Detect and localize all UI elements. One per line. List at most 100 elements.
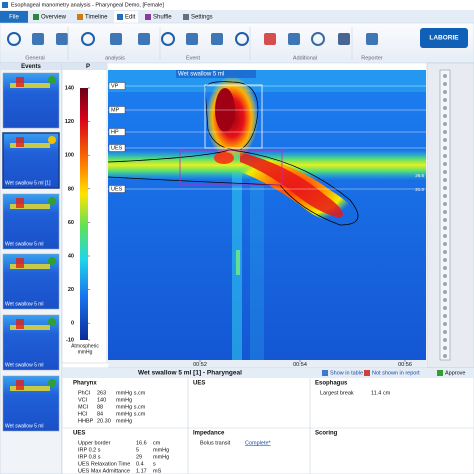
- ribbon-group-label: Additional: [293, 55, 317, 61]
- thumbnail-label: Wet swallow 5 ml [1]: [5, 180, 51, 186]
- metric-text: 11.4: [371, 390, 381, 396]
- tab-label[interactable]: Settings: [191, 15, 213, 21]
- plot-title-bg: [176, 70, 256, 78]
- metric-text: PhCI: [78, 390, 91, 396]
- sensor-dot: [443, 146, 447, 150]
- metric-text: mmHg: [153, 454, 169, 460]
- colorbar-label: 140: [65, 85, 74, 91]
- sensor-label: MP: [111, 107, 120, 113]
- colorbar-label: 100: [65, 153, 74, 159]
- sensor-tag[interactable]: [108, 82, 126, 90]
- metric-text: MCI: [78, 404, 89, 410]
- colorbar-unit: Atmospheric: [71, 343, 99, 349]
- metric-text: 88: [97, 404, 103, 410]
- event-thumbnail[interactable]: Wet swallow 5 ml: [2, 253, 60, 310]
- sensor-tag[interactable]: [108, 106, 126, 114]
- sensor-dot: [443, 314, 447, 318]
- window-title: Esophageal manometry analysis - Pharynge…: [11, 2, 164, 8]
- colorbar-label: 40: [68, 253, 74, 259]
- sensor-label: VP: [111, 83, 119, 89]
- link[interactable]: Complete*: [245, 440, 272, 446]
- ribbon-icon: [186, 33, 198, 45]
- colorbar: [80, 88, 88, 340]
- button-label[interactable]: Not shown in report: [372, 370, 420, 376]
- metric-text: mmHg: [116, 397, 132, 403]
- metric-text: IRP 0.2 s: [78, 447, 101, 453]
- sensor-tag[interactable]: [108, 144, 126, 152]
- metric-text: UES Max Admittance: [78, 468, 130, 474]
- sensor-dot: [443, 218, 447, 222]
- metric-text: Upper border: [78, 440, 111, 446]
- ribbon-icon: [366, 33, 378, 45]
- catheter: [439, 69, 451, 361]
- sensor-tag[interactable]: [108, 185, 126, 193]
- heat-streak: [236, 250, 240, 275]
- button-icon[interactable]: [364, 370, 370, 376]
- metric-text: mS: [153, 468, 162, 474]
- results-panel: [61, 367, 474, 474]
- ribbon-icon: [138, 33, 150, 45]
- depth-label: 26.6: [415, 173, 424, 178]
- section-title: UES: [193, 381, 205, 387]
- app-icon: [2, 2, 8, 8]
- metric-text: 263: [97, 390, 106, 396]
- tab-label[interactable]: Shuffle: [153, 15, 172, 21]
- colorbar-label: 20: [68, 287, 74, 293]
- metric-text: Largest break: [320, 390, 354, 396]
- tab[interactable]: [0, 11, 28, 23]
- time-label: 00:54: [293, 362, 307, 368]
- sensor-dot: [443, 322, 447, 326]
- tab-icon: [117, 14, 123, 20]
- metric-text: 20.30: [97, 418, 111, 424]
- tab-label[interactable]: Edit: [125, 15, 136, 21]
- sensor-label: UES: [111, 145, 123, 151]
- sensor-dot: [443, 130, 447, 134]
- thumbnail-label: Wet swallow 5 ml: [5, 423, 44, 429]
- heat-streak: [250, 180, 264, 361]
- thumbnail-heat: [10, 386, 50, 391]
- section-title: Impedance: [193, 431, 225, 437]
- sensor-dot: [443, 354, 447, 358]
- metric-text: cm: [383, 390, 391, 396]
- thumbnail-heat: [10, 83, 50, 88]
- thumbnail-heat: [10, 264, 50, 269]
- section-title: Scoring: [315, 431, 338, 437]
- event-thumbnail[interactable]: Wet swallow 5 ml: [2, 375, 60, 432]
- event-thumbnail[interactable]: Wet swallow 5 ml: [2, 193, 60, 250]
- time-axis: [108, 360, 426, 368]
- colorbar-label: 120: [65, 119, 74, 125]
- sensor-dot: [443, 122, 447, 126]
- event-thumbnail[interactable]: Wet swallow 5 ml [1]: [2, 132, 60, 189]
- button-label[interactable]: Show in table: [330, 370, 363, 376]
- ribbon-icon: [32, 33, 44, 45]
- sensor-dot: [443, 338, 447, 342]
- colorbar-header-bg: [62, 63, 107, 70]
- button-label[interactable]: Approve: [445, 370, 466, 376]
- tab-label[interactable]: Timeline: [85, 15, 108, 21]
- thumbnail-heat: [16, 258, 24, 268]
- event-thumbnail[interactable]: [2, 72, 60, 129]
- tab-label[interactable]: Overview: [41, 15, 67, 21]
- colorbar-label: -10: [66, 337, 74, 343]
- section-title: Esophagus: [315, 381, 348, 387]
- ribbon-icon: [7, 32, 21, 46]
- sensor-dot: [443, 98, 447, 102]
- sensor-tag[interactable]: [108, 128, 126, 136]
- metric-text: HHBP: [78, 418, 94, 424]
- metric-text: 84: [97, 411, 103, 417]
- sensor-dot: [443, 290, 447, 294]
- sensor-dot: [443, 282, 447, 286]
- button-icon[interactable]: [437, 370, 443, 376]
- sensor-dot: [443, 258, 447, 262]
- tab-label[interactable]: File: [9, 15, 19, 21]
- button-icon[interactable]: [322, 370, 328, 376]
- metric-text: 29: [136, 454, 142, 460]
- sensor-dot: [443, 90, 447, 94]
- colorbar-header: P: [86, 64, 90, 70]
- sensor-dot: [443, 170, 447, 174]
- status-badge: [48, 318, 56, 326]
- event-thumbnail[interactable]: Wet swallow 5 ml: [2, 314, 60, 371]
- colorbar-label: 60: [68, 220, 74, 226]
